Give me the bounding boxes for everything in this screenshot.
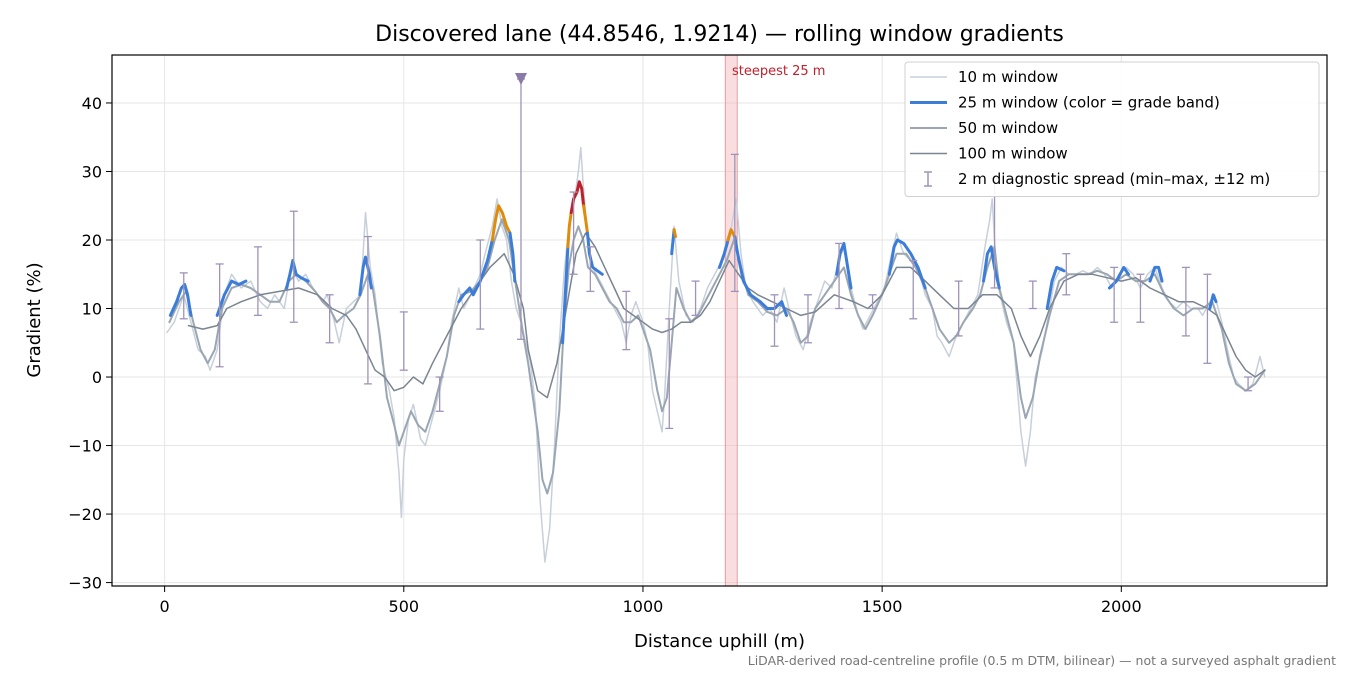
x-tick-label: 500 (389, 597, 420, 616)
x-tick-label: 2000 (1101, 597, 1142, 616)
grade-band-segment (457, 238, 494, 304)
y-tick-label: 20 (82, 231, 102, 250)
x-axis-label: Distance uphill (m) (634, 631, 805, 652)
steepest-band-layer (724, 55, 738, 586)
y-tick-label: −10 (68, 437, 102, 456)
grade-band-segment (566, 211, 573, 249)
series-lines (166, 146, 1266, 563)
legend-label: 50 m window (958, 119, 1058, 137)
footnote: LiDAR-derived road-centreline profile (0… (748, 653, 1336, 668)
plot-frame (111, 54, 1328, 587)
grade-band-segment (582, 204, 589, 235)
chart-title: Discovered lane (44.8546, 1.9214) — roll… (375, 22, 1064, 47)
steepest-band-label: steepest 25 m (732, 64, 825, 79)
grade-band-segment (1148, 265, 1164, 283)
legend-box (904, 61, 1320, 197)
grade-band-segment (726, 228, 737, 242)
axis-ticks: 0 500 1000 1500 2000 −30 −20 −10 0 10 20 30 40 (68, 94, 1141, 616)
y-tick-label: 10 (82, 300, 102, 319)
legend-label: 2 m diagnostic spread (min–max, ±12 m) (958, 170, 1270, 188)
x-tick-label: 1000 (623, 597, 664, 616)
legend-label: 100 m window (958, 145, 1068, 163)
y-tick-label: 40 (82, 94, 102, 113)
grade-band-segment (672, 228, 677, 239)
legend-label: 25 m window (color = grade band) (958, 94, 1220, 112)
series-line (187, 232, 1266, 399)
legend: 10 m window 25 m window (color = grade ba… (904, 61, 1320, 197)
grade-band-segment (561, 245, 570, 345)
x-tick-label: 0 (160, 597, 170, 616)
grade-band-segment (887, 238, 927, 290)
grade-band-segment (215, 279, 248, 317)
y-tick-label: 0 (92, 368, 102, 387)
grade-band-segment (982, 245, 1001, 290)
grade-band-segment (508, 231, 517, 283)
y-tick-label: 30 (82, 162, 102, 181)
marker-layer (514, 72, 527, 85)
grade-band-segment (1045, 265, 1066, 310)
y-tick-label: −30 (68, 574, 102, 593)
diagnostic-spread-bars (179, 78, 1253, 430)
grade-band-segment (1107, 265, 1130, 290)
peak-marker (514, 72, 527, 85)
grade-band-segment (285, 259, 310, 290)
x-tick-label: 1500 (862, 597, 903, 616)
steepest-band (724, 55, 738, 586)
grade-band-segment (358, 255, 373, 297)
grid-lines (112, 55, 1327, 586)
legend-label: 10 m window (958, 68, 1058, 86)
grade-band-segment (733, 235, 788, 317)
grade-band-segment (168, 283, 193, 317)
grade-band-segment (718, 238, 730, 269)
grade-band-segment (490, 204, 512, 242)
grade-band-segment (1208, 293, 1218, 310)
y-tick-label: −20 (68, 505, 102, 524)
y-axis-label: Gradient (%) (24, 262, 45, 377)
